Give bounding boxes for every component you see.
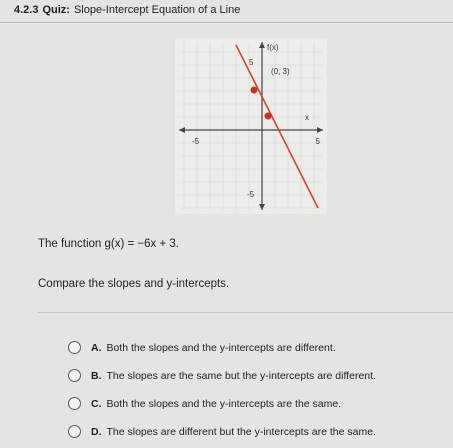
option-letter: C.	[91, 397, 102, 410]
radio-button[interactable]	[68, 397, 81, 410]
function-line	[235, 44, 319, 209]
radio-button[interactable]	[68, 425, 81, 438]
option-letter: A.	[91, 341, 102, 354]
function-text: The function g(x) = −6x + 3.	[38, 238, 179, 250]
option[interactable]: D. The slopes are different but the y-int…	[68, 425, 376, 438]
y-tick-label: 5	[249, 58, 254, 67]
option-letter: B.	[91, 369, 102, 382]
option-text: Both the slopes and the y-intercepts are…	[106, 341, 336, 354]
graph: f(x) (0, 3) x -5 5 5 -5	[175, 38, 327, 214]
option[interactable]: C. Both the slopes and the y-intercepts a…	[68, 397, 341, 410]
graph-background	[175, 38, 327, 214]
option-text: The slopes are the same but the y-interc…	[106, 369, 376, 382]
option[interactable]: B. The slopes are the same but the y-inte…	[68, 369, 376, 382]
point	[264, 112, 272, 120]
point-label: (0, 3)	[271, 67, 290, 76]
prompt: Compare the slopes and y-intercepts.	[38, 278, 230, 290]
x-axis-label: x	[305, 113, 309, 122]
radio-button[interactable]	[68, 369, 81, 382]
option[interactable]: A. Both the slopes and the y-intercepts a…	[68, 341, 336, 354]
quiz-title: Slope-Intercept Equation of a Line	[73, 4, 241, 16]
option-letter: D.	[91, 425, 102, 438]
y-axis-label: f(x)	[267, 43, 279, 52]
header: 4.2.3 Quiz: Slope-Intercept Equation of a …	[0, 0, 453, 23]
point	[250, 86, 258, 94]
radio-button[interactable]	[68, 341, 81, 354]
quiz-number: 4.2.3	[14, 4, 39, 16]
quiz-label: Quiz:	[42, 4, 70, 16]
option-text: The slopes are different but the y-inter…	[106, 425, 376, 438]
option-text: Both the slopes and the y-intercepts are…	[106, 397, 342, 410]
x-tick-label: -5	[192, 137, 200, 146]
separator	[38, 312, 453, 313]
y-tick-label: -5	[247, 190, 255, 199]
x-tick-label: 5	[316, 137, 321, 146]
